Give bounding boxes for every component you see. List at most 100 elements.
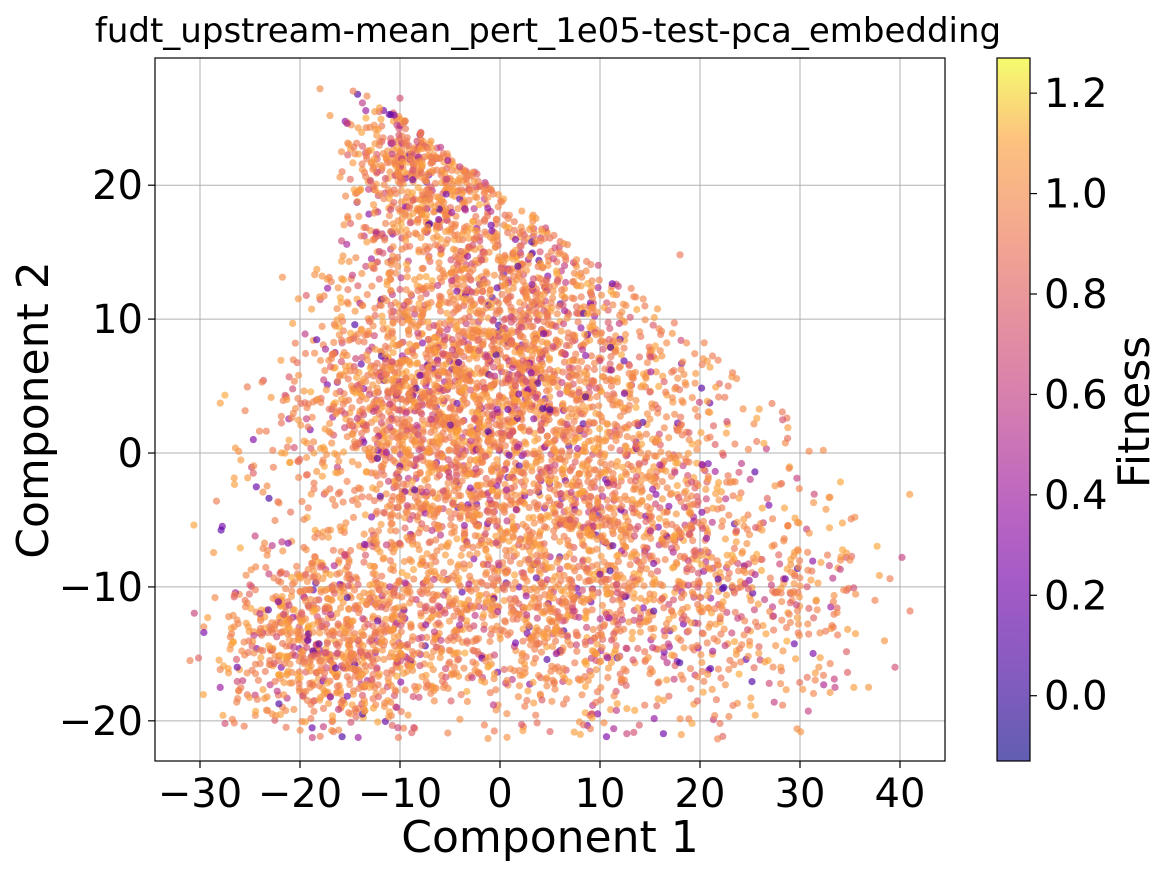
scatter-point <box>560 358 569 366</box>
scatter-point <box>466 491 474 499</box>
scatter-point <box>354 461 362 469</box>
scatter-point <box>486 637 494 646</box>
scatter-point <box>358 648 366 656</box>
scatter-point <box>494 444 502 452</box>
scatter-point <box>444 456 452 464</box>
scatter-point <box>370 332 378 340</box>
scatter-point <box>559 368 567 376</box>
scatter-point <box>308 413 316 421</box>
scatter-point <box>561 262 569 270</box>
scatter-point <box>295 679 303 688</box>
scatter-point <box>417 437 425 445</box>
scatter-point <box>510 483 518 491</box>
scatter-point <box>341 551 349 559</box>
scatter-point <box>622 443 630 451</box>
scatter-point <box>331 664 340 672</box>
scatter-point <box>886 575 894 583</box>
scatter-point <box>379 134 387 142</box>
scatter-point <box>567 488 575 496</box>
scatter-point <box>456 174 464 182</box>
scatter-point <box>424 318 432 326</box>
scatter-point <box>504 375 512 383</box>
scatter-point <box>471 611 479 620</box>
scatter-point <box>737 459 746 468</box>
scatter-point <box>430 208 438 216</box>
scatter-point <box>370 563 378 571</box>
scatter-point <box>475 219 483 227</box>
scatter-point <box>245 590 253 598</box>
scatter-point <box>434 619 443 627</box>
scatter-point <box>340 448 348 456</box>
scatter-point <box>586 288 595 296</box>
scatter-point <box>388 433 396 441</box>
scatter-point <box>324 533 332 541</box>
scatter-point <box>540 234 549 243</box>
scatter-point <box>271 677 279 686</box>
scatter-point <box>288 587 296 595</box>
scatter-point <box>469 318 477 326</box>
scatter-point <box>493 405 501 413</box>
scatter-point <box>490 271 498 279</box>
scatter-point <box>403 572 411 580</box>
scatter-point <box>334 469 342 477</box>
scatter-point <box>351 321 359 329</box>
scatter-point <box>426 195 434 203</box>
scatter-point <box>367 255 375 263</box>
scatter-point <box>596 425 604 433</box>
scatter-point <box>373 545 381 553</box>
scatter-point <box>466 386 474 394</box>
scatter-point <box>321 425 329 433</box>
scatter-point <box>455 358 463 366</box>
scatter-point <box>677 365 685 374</box>
scatter-point <box>416 145 424 153</box>
scatter-point <box>471 414 479 422</box>
scatter-point <box>514 262 522 270</box>
scatter-point <box>388 358 396 366</box>
scatter-point <box>388 666 396 675</box>
scatter-point <box>395 205 403 213</box>
scatter-point <box>283 443 291 451</box>
scatter-point <box>433 223 441 231</box>
scatter-point <box>212 497 221 505</box>
scatter-point <box>481 215 489 223</box>
scatter-point <box>437 235 445 243</box>
scatter-point <box>413 421 421 429</box>
scatter-point <box>714 356 722 364</box>
scatter-point <box>654 404 662 413</box>
scatter-point <box>298 497 306 506</box>
scatter-point <box>317 667 325 675</box>
scatter-point <box>511 235 520 244</box>
scatter-point <box>367 662 375 670</box>
scatter-point <box>516 229 524 237</box>
scatter-point <box>283 396 291 404</box>
scatter-point <box>351 150 359 158</box>
scatter-point <box>418 641 426 649</box>
scatter-point <box>606 324 614 332</box>
scatter-point <box>252 707 260 716</box>
scatter-point <box>588 303 596 311</box>
scatter-point <box>460 664 468 672</box>
scatter-point <box>388 150 396 158</box>
scatter-point <box>573 256 581 264</box>
scatter-point <box>486 286 494 294</box>
scatter-point <box>456 347 464 356</box>
scatter-point <box>581 407 589 415</box>
scatter-point <box>518 323 526 331</box>
scatter-point <box>381 236 389 244</box>
scatter-point <box>472 233 480 241</box>
scatter-point <box>368 282 376 290</box>
scatter-point <box>528 213 536 221</box>
scatter-point <box>477 297 485 305</box>
scatter-point <box>265 494 273 502</box>
scatter-point <box>501 280 509 288</box>
scatter-point <box>357 671 366 679</box>
scatter-point <box>362 224 370 232</box>
scatter-point <box>369 381 377 389</box>
scatter-point <box>389 340 397 348</box>
scatter-point <box>399 480 407 488</box>
scatter-point <box>414 329 422 337</box>
scatter-point <box>405 146 413 154</box>
scatter-point <box>598 337 607 345</box>
scatter-point <box>321 649 329 657</box>
scatter-point <box>474 328 482 336</box>
